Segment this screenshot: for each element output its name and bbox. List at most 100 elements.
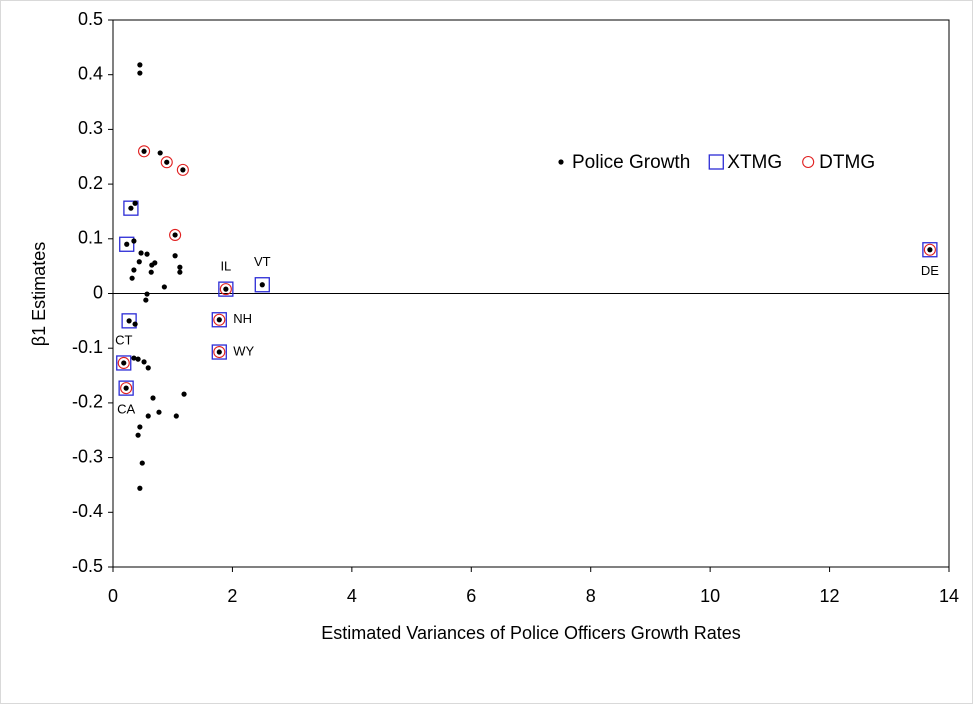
- x-tick-label: 12: [820, 586, 840, 606]
- legend-marker: [558, 159, 564, 165]
- point: [923, 243, 936, 256]
- point: [177, 269, 183, 275]
- point: [173, 413, 179, 419]
- y-tick-label: 0.1: [78, 228, 103, 248]
- annotation: CA: [117, 402, 135, 417]
- point: [137, 485, 143, 491]
- point: [145, 413, 151, 419]
- point: [211, 312, 227, 328]
- point: [211, 344, 227, 360]
- point: [141, 359, 147, 365]
- point: [150, 395, 156, 401]
- point: [128, 205, 134, 211]
- y-tick-label: 0.2: [78, 173, 103, 193]
- point: [213, 345, 226, 359]
- point: [126, 318, 132, 324]
- point: [927, 247, 933, 253]
- point: [135, 356, 141, 362]
- point: [138, 145, 151, 158]
- point: [129, 275, 135, 281]
- point: [176, 163, 189, 176]
- x-tick-label: 2: [227, 586, 237, 606]
- point: [123, 385, 129, 391]
- point: [172, 253, 178, 259]
- annotation: IL: [220, 259, 231, 274]
- y-tick-label: 0.3: [78, 118, 103, 138]
- x-tick-label: 6: [466, 586, 476, 606]
- point: [123, 200, 139, 216]
- x-tick-label: 4: [347, 586, 357, 606]
- point: [121, 360, 127, 366]
- y-tick-label: -0.1: [72, 337, 103, 357]
- x-tick-label: 8: [586, 586, 596, 606]
- annotation: CT: [115, 332, 132, 347]
- point: [180, 167, 186, 173]
- point: [116, 355, 132, 371]
- point: [254, 277, 270, 293]
- x-axis-label: Estimated Variances of Police Officers G…: [321, 623, 741, 643]
- point: [149, 262, 155, 268]
- point: [132, 200, 138, 206]
- point: [137, 424, 143, 430]
- point: [138, 250, 144, 256]
- annotation: WY: [233, 343, 254, 358]
- point: [177, 264, 183, 270]
- point: [156, 409, 162, 415]
- y-tick-label: 0.4: [78, 63, 103, 83]
- point: [144, 291, 150, 297]
- point: [922, 242, 938, 258]
- y-tick-label: 0.5: [78, 9, 103, 29]
- point: [143, 297, 149, 303]
- point: [120, 382, 133, 395]
- point: [218, 281, 234, 297]
- point: [223, 286, 229, 292]
- point: [141, 148, 147, 154]
- point: [137, 70, 143, 76]
- point: [131, 267, 137, 273]
- annotation: DE: [921, 263, 939, 278]
- point: [164, 159, 170, 165]
- point: [259, 282, 265, 288]
- point: [119, 236, 135, 252]
- x-tick-label: 14: [939, 586, 959, 606]
- point: [160, 156, 173, 169]
- point: [131, 355, 137, 361]
- point: [145, 365, 151, 371]
- point: [219, 283, 232, 296]
- y-tick-label: -0.5: [72, 556, 103, 576]
- x-tick-label: 0: [108, 586, 118, 606]
- point: [137, 62, 143, 68]
- point: [172, 232, 178, 238]
- point: [117, 356, 130, 370]
- point: [121, 313, 137, 329]
- legend-label: XTMG: [727, 152, 782, 173]
- point: [139, 460, 145, 466]
- point: [135, 432, 141, 438]
- point: [148, 269, 154, 275]
- y-tick-label: 0: [93, 282, 103, 302]
- annotation: VT: [254, 254, 271, 269]
- legend-marker: [802, 155, 815, 169]
- point: [132, 321, 138, 327]
- x-tick-label: 10: [700, 586, 720, 606]
- point: [216, 349, 222, 355]
- point: [161, 284, 167, 290]
- point: [118, 380, 134, 396]
- annotation: NH: [233, 311, 252, 326]
- point: [144, 251, 150, 257]
- y-tick-label: -0.3: [72, 446, 103, 466]
- legend-label: Police Growth: [572, 152, 690, 173]
- y-tick-label: -0.2: [72, 392, 103, 412]
- legend-label: DTMG: [819, 152, 875, 173]
- point: [216, 317, 222, 323]
- point: [169, 228, 182, 242]
- point: [131, 238, 137, 244]
- point: [157, 150, 163, 156]
- point: [124, 241, 130, 247]
- y-axis-label: β1 Estimates: [29, 242, 49, 346]
- legend-marker: [708, 154, 724, 170]
- point: [136, 259, 142, 265]
- point: [213, 313, 226, 326]
